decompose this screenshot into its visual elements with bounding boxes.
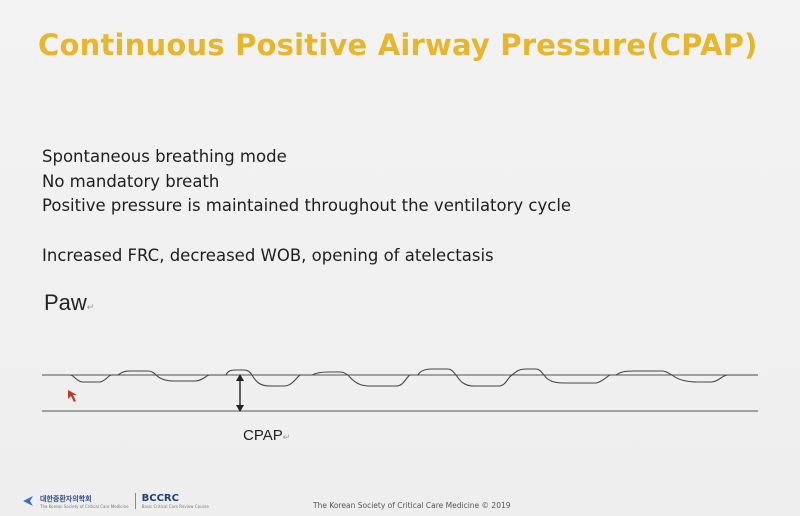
- cpap-label: CPAP↵: [243, 427, 291, 444]
- bccrc-logo-subtext: Basic Critical Care Review Course: [141, 504, 209, 509]
- society-logo-text: 대한중환자의학회: [40, 494, 92, 503]
- logo-divider: [134, 493, 136, 509]
- bullet-list: Spontaneous breathing mode No mandatory …: [42, 145, 571, 268]
- bullet-item: Spontaneous breathing mode: [42, 147, 287, 166]
- cursor-icon: [68, 390, 77, 402]
- footer-copyright: The Korean Society of Critical Care Medi…: [313, 501, 511, 510]
- paw-label: Paw↵: [44, 290, 95, 315]
- slide-title: Continuous Positive Airway Pressure(CPAP…: [38, 28, 758, 62]
- bccrc-logo-text: BCCRC: [141, 493, 179, 504]
- return-mark: ↵: [86, 302, 95, 312]
- footer-logos: 대한중환자의학회 The Korean Society of Critical …: [22, 493, 209, 509]
- return-mark: ↵: [282, 432, 291, 442]
- double-arrow-icon: [236, 374, 244, 412]
- bullet-item: No mandatory breath: [42, 171, 220, 191]
- bullet-item: Positive pressure is maintained througho…: [42, 196, 572, 215]
- society-logo-icon: [23, 496, 33, 506]
- pressure-trace: [69, 368, 758, 387]
- society-logo-subtext: The Korean Society of Critical Care Medi…: [40, 503, 129, 509]
- effects-text: Increased FRC, decreased WOB, opening of…: [42, 245, 494, 265]
